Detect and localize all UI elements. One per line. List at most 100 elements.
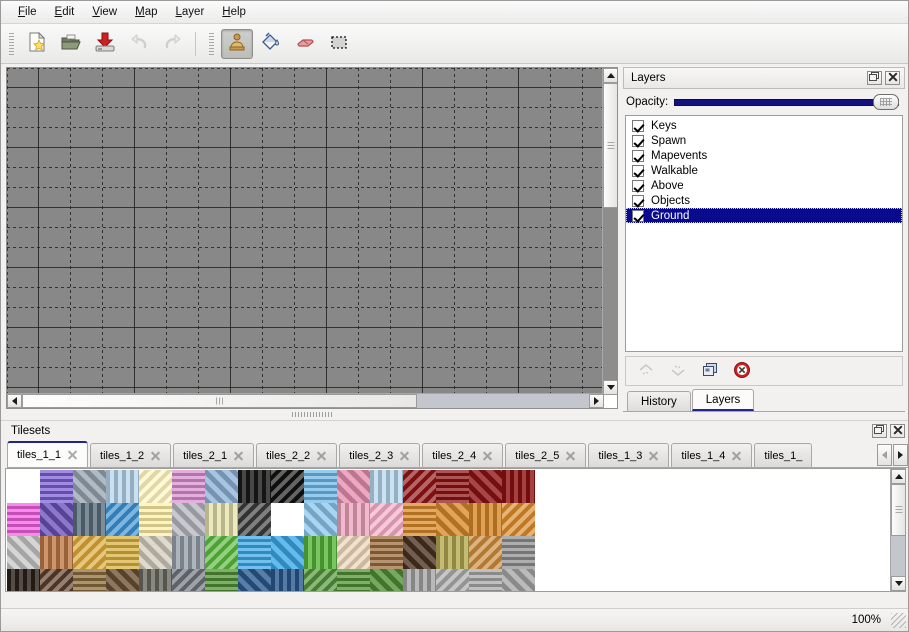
tileset-scroll-down-button[interactable]: [891, 576, 905, 591]
menu-map[interactable]: Map: [135, 6, 158, 18]
tile-cell[interactable]: [40, 569, 73, 591]
tile-cell[interactable]: [469, 569, 502, 591]
undo-button[interactable]: [123, 29, 155, 59]
tile-cell[interactable]: [205, 569, 238, 591]
tile-cell[interactable]: [403, 536, 436, 569]
tile-cell[interactable]: [40, 536, 73, 569]
tile-cell[interactable]: [106, 470, 139, 503]
map-vertical-scroll-thumb[interactable]: [603, 83, 617, 208]
tilesets-close-button[interactable]: [890, 424, 905, 438]
tile-cell[interactable]: [370, 470, 403, 503]
map-scroll-up-button[interactable]: [603, 68, 617, 83]
tile-cell[interactable]: [139, 503, 172, 536]
tile-cell[interactable]: [40, 470, 73, 503]
tile-cell[interactable]: [502, 470, 535, 503]
tile-cell[interactable]: [238, 470, 271, 503]
tile-cell[interactable]: [205, 503, 238, 536]
tile-cell[interactable]: [7, 470, 40, 503]
tileset-tabs-scroll-right-button[interactable]: [893, 444, 908, 466]
menu-help[interactable]: Help: [222, 6, 246, 18]
menu-edit[interactable]: Edit: [54, 6, 75, 18]
tileset-tabs-scroll-left-button[interactable]: [877, 444, 892, 466]
tileset-tab-tiles_2_5[interactable]: tiles_2_5: [505, 443, 587, 467]
eraser-tool[interactable]: [289, 29, 321, 59]
stamp-brush-tool[interactable]: [221, 28, 253, 59]
layer-row[interactable]: Walkable: [626, 163, 902, 178]
close-icon[interactable]: [233, 450, 244, 461]
tile-cell[interactable]: [403, 503, 436, 536]
tile-cell[interactable]: [205, 536, 238, 569]
tile-cell[interactable]: [436, 470, 469, 503]
close-icon[interactable]: [399, 450, 410, 461]
delete-layer-button[interactable]: [732, 361, 752, 381]
menu-view[interactable]: View: [92, 6, 118, 18]
tile-cell[interactable]: [238, 536, 271, 569]
layer-visibility-checkbox[interactable]: [632, 164, 644, 177]
save-file-button[interactable]: [89, 29, 121, 59]
tileset-tab-tiles_1_2[interactable]: tiles_1_2: [90, 443, 172, 467]
close-icon[interactable]: [316, 450, 327, 461]
tileset-tab-tiles_1_3[interactable]: tiles_1_3: [588, 443, 670, 467]
tile-cell[interactable]: [271, 536, 304, 569]
tile-cell[interactable]: [337, 503, 370, 536]
tile-cell[interactable]: [469, 536, 502, 569]
tile-cell[interactable]: [73, 569, 106, 591]
tileset-tab-tiles_1_5[interactable]: tiles_1_: [754, 443, 813, 467]
tile-cell[interactable]: [337, 470, 370, 503]
close-icon[interactable]: [150, 450, 161, 461]
duplicate-layer-button[interactable]: [700, 361, 720, 381]
layer-row[interactable]: Objects: [626, 193, 902, 208]
tab-history[interactable]: History: [627, 391, 691, 411]
new-file-button[interactable]: [21, 29, 53, 59]
tile-cell[interactable]: [106, 536, 139, 569]
tab-layers[interactable]: Layers: [691, 389, 755, 411]
layer-row-selected[interactable]: Ground: [626, 208, 902, 223]
tileset-tab-tiles_1_4[interactable]: tiles_1_4: [671, 443, 753, 467]
map-scroll-left-button[interactable]: [7, 394, 22, 408]
tile-cell[interactable]: [436, 503, 469, 536]
map-horizontal-scrollbar[interactable]: [7, 393, 604, 408]
tile-cell[interactable]: [271, 569, 304, 591]
layer-visibility-checkbox[interactable]: [632, 134, 644, 147]
tile-cell[interactable]: [139, 569, 172, 591]
tile-grid[interactable]: [7, 470, 535, 591]
tilesets-float-button[interactable]: [872, 424, 887, 438]
redo-button[interactable]: [157, 29, 189, 59]
layer-row[interactable]: Above: [626, 178, 902, 193]
layer-row[interactable]: Keys: [626, 118, 902, 133]
tile-cell[interactable]: [73, 503, 106, 536]
tile-cell[interactable]: [7, 536, 40, 569]
close-icon[interactable]: [67, 450, 78, 461]
layer-visibility-checkbox[interactable]: [632, 209, 644, 222]
tileset-tab-tiles_1_1[interactable]: tiles_1_1: [7, 441, 89, 467]
tile-cell[interactable]: [304, 536, 337, 569]
tileset-vertical-scrollbar[interactable]: [890, 469, 905, 591]
tile-cell[interactable]: [304, 569, 337, 591]
tile-cell[interactable]: [73, 536, 106, 569]
tile-cell[interactable]: [106, 503, 139, 536]
tile-cell[interactable]: [370, 569, 403, 591]
layer-row[interactable]: Spawn: [626, 133, 902, 148]
tileset-view[interactable]: [5, 468, 906, 592]
fill-bucket-tool[interactable]: [255, 29, 287, 59]
tile-cell[interactable]: [73, 470, 106, 503]
tileset-tab-tiles_2_2[interactable]: tiles_2_2: [256, 443, 338, 467]
tileset-tab-tiles_2_3[interactable]: tiles_2_3: [339, 443, 421, 467]
tile-cell[interactable]: [370, 536, 403, 569]
map-canvas-area[interactable]: [6, 67, 618, 409]
tile-cell[interactable]: [172, 569, 205, 591]
tile-cell[interactable]: [370, 503, 403, 536]
tile-cell[interactable]: [502, 536, 535, 569]
tile-cell[interactable]: [502, 569, 535, 591]
tile-cell[interactable]: [502, 503, 535, 536]
map-canvas[interactable]: [7, 68, 604, 395]
tile-cell[interactable]: [172, 503, 205, 536]
map-scroll-down-button[interactable]: [603, 380, 617, 395]
map-horizontal-scroll-thumb[interactable]: [22, 394, 417, 408]
tile-cell[interactable]: [304, 503, 337, 536]
opacity-slider[interactable]: [674, 94, 899, 110]
close-icon[interactable]: [565, 450, 576, 461]
tileset-scroll-up-button[interactable]: [891, 469, 905, 484]
tile-cell[interactable]: [436, 569, 469, 591]
layer-visibility-checkbox[interactable]: [632, 194, 644, 207]
